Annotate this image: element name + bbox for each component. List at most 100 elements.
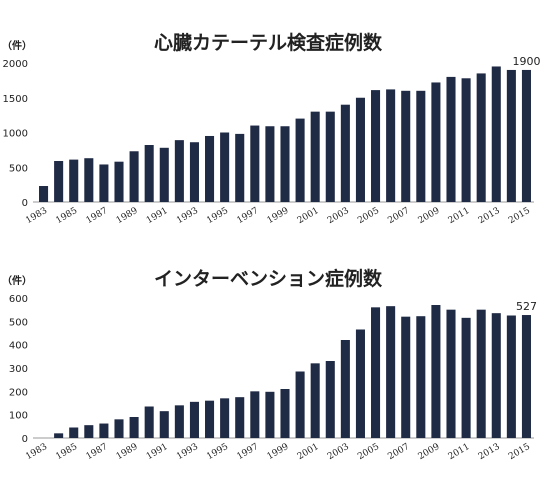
x-tick-label: 2009 xyxy=(417,442,442,462)
bar-2009 xyxy=(431,82,441,202)
bar-1983 xyxy=(39,186,49,202)
bar-1987 xyxy=(99,423,109,438)
x-tick-label: 1985 xyxy=(54,206,79,226)
y-tick-label: 500 xyxy=(9,317,28,328)
chart-1-y-ticks: 0 500 1000 1500 2000 xyxy=(3,59,28,209)
chart-1-title: 心臓カテーテル検査症例数 xyxy=(154,31,383,54)
bar-2012 xyxy=(476,73,486,202)
x-tick-label: 2007 xyxy=(386,442,411,462)
bar-1987 xyxy=(99,164,109,202)
bar-2013 xyxy=(491,313,501,438)
bar-2006 xyxy=(386,89,396,202)
chart-1-bars xyxy=(39,66,531,202)
bar-2013 xyxy=(491,66,501,202)
bar-1996 xyxy=(235,133,245,202)
x-tick-label: 2011 xyxy=(447,442,472,462)
bar-1985 xyxy=(69,159,79,202)
intervention-chart: インターベンション症例数 （件） 0 100 200 300 400 500 600 198… xyxy=(2,267,537,462)
x-tick-label: 1987 xyxy=(85,442,110,462)
x-tick-label: 2005 xyxy=(356,206,381,226)
y-tick-label: 400 xyxy=(9,341,28,352)
bar-1997 xyxy=(250,125,260,202)
x-tick-label: 1999 xyxy=(266,442,291,462)
bar-2001 xyxy=(310,363,320,438)
bar-2008 xyxy=(416,90,426,202)
x-tick-label: 1991 xyxy=(145,442,170,462)
bar-2014 xyxy=(506,315,516,438)
y-tick-label: 1500 xyxy=(3,94,28,105)
bar-2003 xyxy=(340,340,350,438)
x-tick-label: 2013 xyxy=(477,206,502,226)
x-tick-label: 1989 xyxy=(115,206,140,226)
bar-2005 xyxy=(371,307,381,438)
bar-1992 xyxy=(174,140,184,202)
x-tick-label: 2005 xyxy=(356,442,381,462)
bar-2003 xyxy=(340,104,350,202)
bar-2007 xyxy=(401,316,411,438)
y-tick-label: 2000 xyxy=(3,59,28,70)
x-tick-label: 2007 xyxy=(386,206,411,226)
y-tick-label: 100 xyxy=(9,411,28,422)
x-tick-label: 1995 xyxy=(205,442,230,462)
x-tick-label: 2009 xyxy=(417,206,442,226)
bar-1984 xyxy=(54,433,64,438)
bar-2006 xyxy=(386,306,396,438)
bar-1995 xyxy=(220,132,230,202)
bar-1988 xyxy=(114,161,124,202)
bar-1999 xyxy=(280,126,290,202)
chart-2-title: インターベンション症例数 xyxy=(154,267,383,290)
bar-1991 xyxy=(159,147,169,202)
chart-1-x-ticks: 1983 1985 1987 1989 1991 1993 1995 1997 1999 2001… xyxy=(24,206,532,226)
bar-1986 xyxy=(84,158,94,202)
x-tick-label: 1997 xyxy=(235,206,260,226)
bar-1989 xyxy=(129,151,139,202)
bar-2004 xyxy=(355,97,365,202)
x-tick-label: 2003 xyxy=(326,206,351,226)
bar-2011 xyxy=(461,317,471,438)
bar-2002 xyxy=(325,361,335,438)
bar-1998 xyxy=(265,126,275,202)
bar-1996 xyxy=(235,397,245,438)
chart-1-data-label: 1900 xyxy=(512,55,540,68)
x-tick-label: 1991 xyxy=(145,206,170,226)
y-tick-label: 0 xyxy=(22,198,28,209)
x-tick-label: 2001 xyxy=(296,442,321,462)
bar-1993 xyxy=(189,401,199,438)
bar-2007 xyxy=(401,90,411,202)
bar-2014 xyxy=(506,69,516,202)
chart-2-data-label: 527 xyxy=(516,300,537,313)
y-tick-label: 1000 xyxy=(3,129,28,140)
chart-2-bars xyxy=(54,305,531,438)
bar-2012 xyxy=(476,309,486,438)
x-tick-label: 1993 xyxy=(175,206,200,226)
chart-2-unit-label: （件） xyxy=(2,274,32,287)
x-tick-label: 1985 xyxy=(54,442,79,462)
y-tick-label: 600 xyxy=(9,294,28,305)
bar-1997 xyxy=(250,391,260,438)
bar-1993 xyxy=(189,142,199,202)
bar-2010 xyxy=(446,309,456,438)
bar-2011 xyxy=(461,78,471,202)
bar-1990 xyxy=(144,406,154,438)
bar-1998 xyxy=(265,391,275,438)
x-tick-label: 2013 xyxy=(477,442,502,462)
bar-1994 xyxy=(205,135,215,202)
bar-2010 xyxy=(446,76,456,202)
bar-1994 xyxy=(205,400,215,438)
bar-2004 xyxy=(355,329,365,438)
bar-2008 xyxy=(416,316,426,438)
x-tick-label: 2001 xyxy=(296,206,321,226)
x-tick-label: 2011 xyxy=(447,206,472,226)
x-tick-label: 1989 xyxy=(115,442,140,462)
bar-2001 xyxy=(310,111,320,202)
x-tick-label: 1997 xyxy=(235,442,260,462)
bar-2015 xyxy=(521,69,531,202)
x-tick-label: 2015 xyxy=(507,206,532,226)
x-tick-label: 2015 xyxy=(507,442,532,462)
bar-2009 xyxy=(431,305,441,438)
bar-1992 xyxy=(174,405,184,438)
bar-2000 xyxy=(295,118,305,202)
bar-2000 xyxy=(295,371,305,438)
